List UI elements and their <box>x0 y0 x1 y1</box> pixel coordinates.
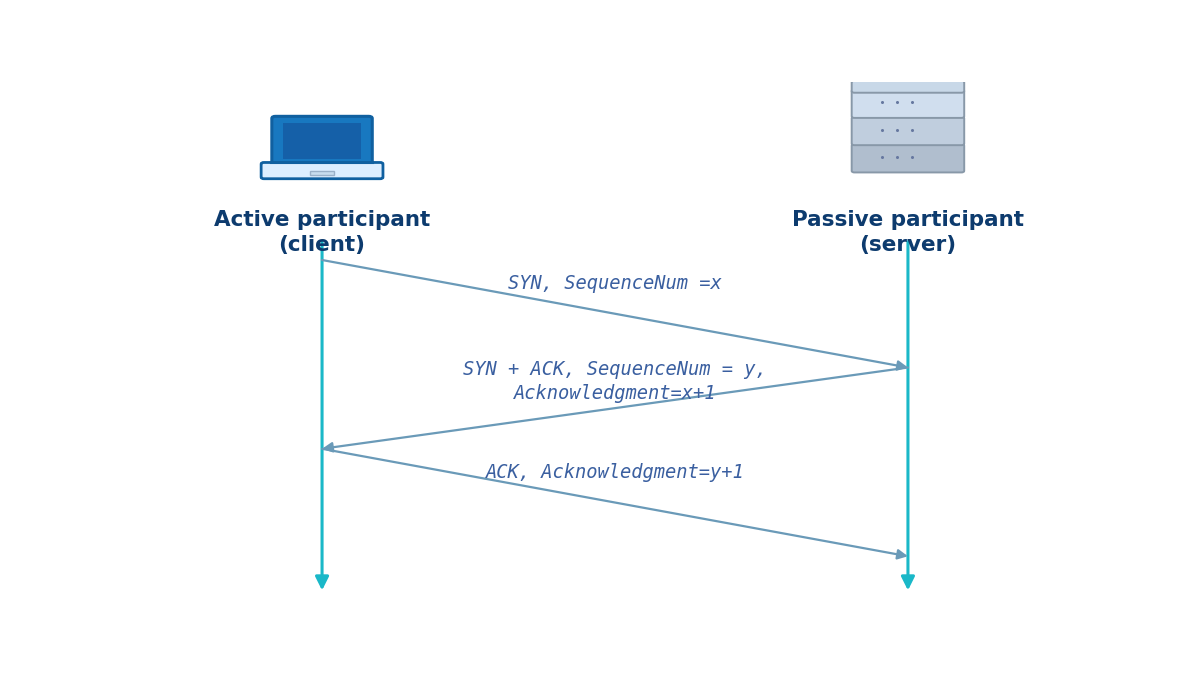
FancyBboxPatch shape <box>262 163 383 178</box>
Text: SYN, SequenceNum =x: SYN, SequenceNum =x <box>508 274 722 293</box>
FancyBboxPatch shape <box>852 90 965 118</box>
Text: Active participant
(client): Active participant (client) <box>214 210 430 255</box>
Text: SYN + ACK, SequenceNum = y,: SYN + ACK, SequenceNum = y, <box>463 360 767 379</box>
Text: ACK, Acknowledgment=y+1: ACK, Acknowledgment=y+1 <box>486 462 744 481</box>
FancyBboxPatch shape <box>852 81 965 93</box>
Text: Passive participant
(server): Passive participant (server) <box>792 210 1024 255</box>
Bar <box>283 123 361 159</box>
Bar <box>311 171 334 175</box>
FancyBboxPatch shape <box>852 117 965 145</box>
FancyBboxPatch shape <box>272 116 372 165</box>
Text: Acknowledgment=x+1: Acknowledgment=x+1 <box>514 384 716 403</box>
FancyBboxPatch shape <box>852 144 965 172</box>
